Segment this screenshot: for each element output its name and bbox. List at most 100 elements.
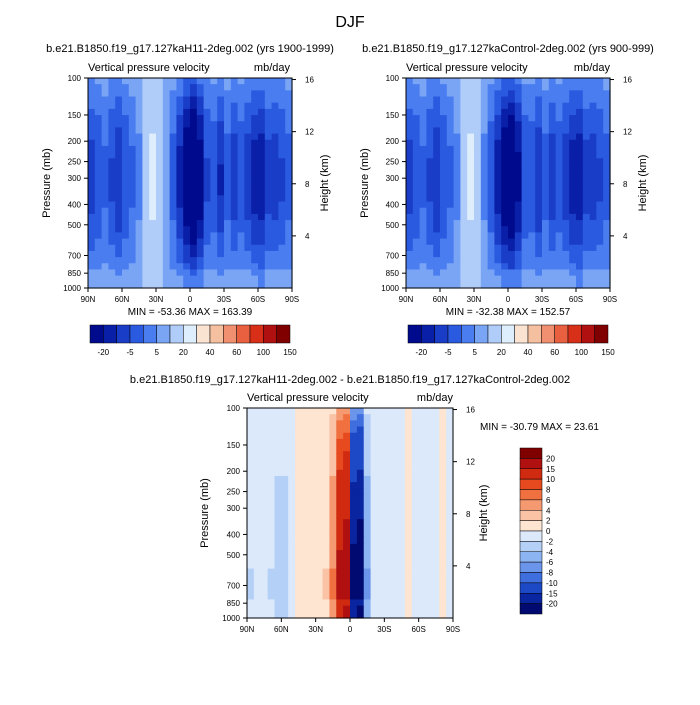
p3-cell xyxy=(308,469,317,477)
p1-cell xyxy=(251,238,259,246)
p1-cell xyxy=(176,139,184,147)
p2-cell xyxy=(426,226,434,234)
p2-cell xyxy=(569,257,577,264)
p1-cell xyxy=(142,84,150,91)
p2-cell xyxy=(467,84,475,91)
p3-cell xyxy=(322,531,330,539)
p2-cell xyxy=(406,213,414,221)
p3-cell xyxy=(308,593,317,601)
p1-cell xyxy=(169,84,177,91)
p3-colorbar-label: -6 xyxy=(546,558,554,567)
p1-cell xyxy=(142,238,150,246)
p1-cell xyxy=(278,133,286,141)
p3-cell xyxy=(274,531,282,539)
p2-cell xyxy=(501,78,509,85)
p1-cell xyxy=(271,158,279,166)
p2-cell xyxy=(412,281,421,289)
p3-cell xyxy=(418,599,427,607)
p1-cell xyxy=(258,102,266,110)
p2-cell xyxy=(419,275,427,283)
p2-cell xyxy=(569,102,577,110)
p3-cell xyxy=(425,525,433,533)
p2-cell xyxy=(542,226,550,234)
p1-cell xyxy=(108,96,116,104)
p1-cell xyxy=(271,152,279,159)
p1-cell xyxy=(190,226,198,234)
p3-cell xyxy=(315,611,324,619)
p2-cell xyxy=(480,170,489,178)
p1-cell xyxy=(135,102,143,110)
p3-cell xyxy=(295,513,303,520)
p2-xtick-label: 30S xyxy=(535,295,549,304)
p1-cell xyxy=(88,96,96,104)
p1-cell xyxy=(196,121,205,129)
p3-cell xyxy=(260,525,269,533)
p2-cell xyxy=(406,121,414,129)
p2-cell xyxy=(433,220,441,227)
p1-cell xyxy=(203,121,211,129)
p2-cell xyxy=(603,232,611,240)
p2-cell xyxy=(596,263,604,271)
p2-cell xyxy=(406,127,414,135)
p3-cell xyxy=(267,432,276,440)
p3-cell xyxy=(322,500,330,508)
p1-cell xyxy=(264,133,273,141)
p1-cell xyxy=(264,281,273,289)
p1-cell xyxy=(237,232,245,240)
p3-colorbar-box xyxy=(519,561,543,573)
p2-cell xyxy=(460,121,468,129)
p2-cell xyxy=(576,127,584,135)
p2-cell xyxy=(412,115,421,122)
p1-cell xyxy=(149,170,157,178)
p3-cell xyxy=(404,531,413,539)
p1-cell xyxy=(88,263,96,271)
p1-cell xyxy=(183,170,191,178)
p2-cell xyxy=(508,195,516,203)
p1-cell xyxy=(203,281,211,289)
p1-cell xyxy=(196,145,205,153)
p1-cell xyxy=(142,189,150,196)
p2-cell xyxy=(440,257,448,264)
p1-cell xyxy=(224,226,232,234)
p2-cell xyxy=(480,133,489,141)
p3-cell xyxy=(404,414,413,421)
p1-cell xyxy=(217,139,225,147)
p1-cell xyxy=(251,257,259,264)
p3-cell xyxy=(315,432,324,440)
p1-cell xyxy=(217,127,225,135)
p3-cell xyxy=(418,451,427,459)
p3-cell xyxy=(322,451,330,459)
p2-cell xyxy=(426,90,434,98)
p2-colorbar-box xyxy=(541,324,555,344)
p3-cell xyxy=(288,543,296,551)
p2-cell xyxy=(528,121,536,129)
p2-cell xyxy=(446,213,455,221)
p1-cell xyxy=(271,275,279,283)
p2-cell xyxy=(548,220,557,227)
p1-cell xyxy=(183,207,191,215)
p2-cell xyxy=(576,238,584,246)
p1-cell xyxy=(217,195,225,203)
p3-cell xyxy=(308,513,317,520)
p1-cell xyxy=(162,281,171,289)
p3-cell xyxy=(411,506,420,514)
p1-cell xyxy=(156,170,164,178)
p1-cell xyxy=(203,145,211,153)
p2-cell xyxy=(412,201,421,209)
p2-cell xyxy=(562,133,570,141)
p3-cell xyxy=(343,500,351,508)
p2-cell xyxy=(582,263,591,271)
p3-cell xyxy=(363,438,372,446)
p3-cell xyxy=(281,445,289,452)
p1-cell xyxy=(203,201,211,209)
p3-cell xyxy=(301,432,310,440)
p1-cell xyxy=(162,102,171,110)
p1-cell xyxy=(244,152,252,159)
p3-cell xyxy=(439,531,447,539)
p1-cell xyxy=(264,127,273,135)
p1-cell xyxy=(217,108,225,116)
p3-colorbar-box xyxy=(519,572,543,584)
p3-cell xyxy=(274,506,282,514)
p2-cell xyxy=(589,213,597,221)
p3-cell xyxy=(308,556,317,564)
